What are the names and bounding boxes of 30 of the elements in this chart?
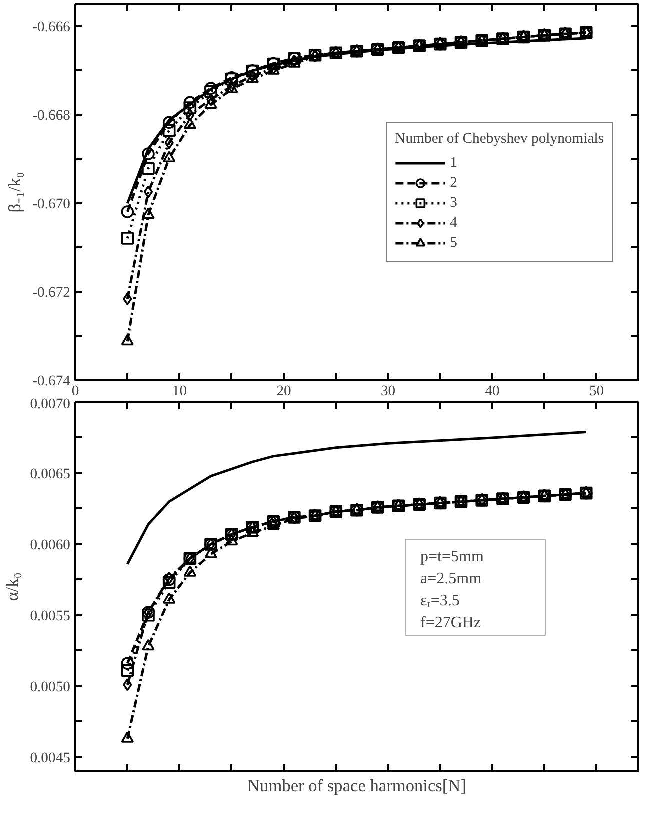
legend-label: 5 [450, 234, 458, 252]
legend-label: 4 [450, 214, 458, 232]
annotation: p=t=5mm [420, 548, 484, 566]
x-tick-label: 30 [380, 384, 396, 400]
legend-title: Number of Chebyshev polynomials [395, 131, 604, 148]
x-tick-label: 50 [589, 384, 604, 400]
annotation: εᵣ=3.5 [420, 592, 460, 610]
x-tick-label: 10 [172, 384, 188, 400]
legend-label: 1 [450, 154, 458, 172]
y-tick-label: -0.670 [32, 196, 70, 213]
y-tick-label: 0.0060 [30, 537, 71, 554]
y-tick-label: 0.0070 [30, 396, 71, 412]
y-tick-label: 0.0055 [30, 608, 71, 624]
annotation: f=27GHz [420, 614, 482, 632]
y-tick-label: -0.668 [32, 108, 70, 124]
annotation: a=2.5mm [420, 570, 482, 588]
y-axis-title: β₋₁/k₀ [6, 172, 25, 213]
x-tick-label: 40 [485, 384, 500, 400]
x-tick-label: 20 [276, 384, 292, 400]
y-axis-title: α/k₀ [3, 572, 22, 602]
x-tick-label: 0 [72, 384, 80, 400]
y-tick-label: 0.0045 [30, 750, 71, 766]
y-tick-label: 0.0050 [30, 679, 71, 696]
y-tick-label: -0.672 [32, 285, 70, 302]
y-tick-label: -0.666 [32, 20, 70, 36]
legend-label: 2 [450, 174, 458, 192]
y-tick-label: -0.674 [32, 374, 72, 390]
legend-label: 3 [450, 194, 458, 212]
y-tick-label: 0.0065 [30, 466, 71, 482]
x-axis-title: Number of space harmonics[N] [248, 776, 466, 796]
